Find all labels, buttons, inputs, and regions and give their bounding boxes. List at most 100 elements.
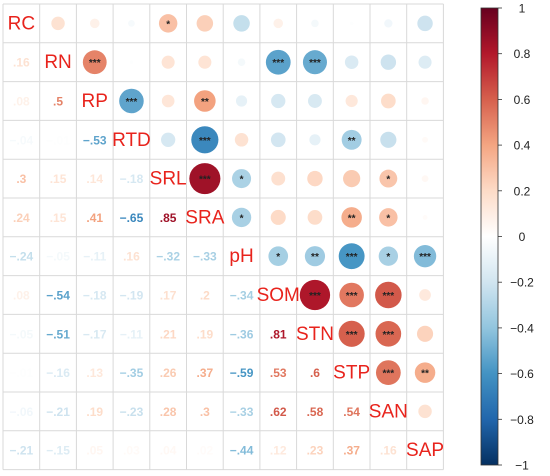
correlation-circle	[309, 134, 321, 146]
correlation-value: .19	[86, 405, 103, 419]
correlation-circle	[231, 207, 252, 228]
colorbar-tick-label: 0.4	[514, 139, 531, 153]
grid-lines	[2, 3, 444, 471]
significance-stars: ***	[89, 58, 101, 69]
correlation-circle	[191, 126, 219, 154]
correlation-value: −.32	[156, 250, 180, 264]
correlation-value: −.19	[120, 289, 144, 303]
significance-stars: **	[348, 136, 356, 147]
significance-stars: ***	[199, 175, 211, 186]
colorbar	[480, 7, 499, 466]
correlation-circle	[349, 21, 354, 26]
significance-stars: ***	[346, 252, 358, 263]
correlation-value: .02	[197, 444, 214, 458]
correlation-circle	[129, 60, 134, 64]
significance-stars: **	[421, 369, 429, 380]
colorbar-tick-label: −1	[515, 459, 529, 473]
correlation-value: −.17	[83, 327, 107, 341]
correlation-value: .5	[53, 95, 63, 109]
correlation-value: −.11	[83, 250, 106, 264]
correlation-circle	[189, 163, 221, 195]
correlation-value: −.53	[83, 133, 107, 147]
correlation-circle	[128, 20, 135, 27]
correlation-circle	[380, 54, 397, 70]
significance-stars: ***	[199, 136, 211, 147]
correlation-value: .12	[270, 444, 287, 458]
variable-label: STN	[296, 324, 334, 345]
correlation-circle	[302, 50, 327, 75]
correlation-value: .54	[343, 405, 360, 419]
correlation-value: .19	[197, 327, 214, 341]
significance-stars: *	[240, 175, 244, 186]
colorbar-tick-label: −0.6	[510, 367, 534, 381]
correlation-circle	[196, 15, 214, 32]
correlation-circle	[381, 93, 396, 109]
correlation-circle	[341, 129, 362, 150]
correlation-circle	[418, 404, 432, 419]
correlation-value: .28	[160, 405, 177, 419]
correlation-circle	[194, 90, 216, 112]
correlation-value: −.06	[9, 405, 33, 419]
correlation-circle	[158, 14, 178, 33]
correlation-value: .23	[307, 444, 324, 458]
correlation-value: .21	[160, 327, 177, 341]
significance-stars: ***	[346, 291, 358, 302]
variable-label: RN	[44, 52, 71, 73]
correlation-value: .81	[270, 327, 287, 341]
correlation-value: .05	[86, 444, 103, 458]
correlation-value: .2	[200, 289, 210, 303]
correlation-circle	[384, 19, 393, 28]
correlation-value: −.54	[46, 289, 70, 303]
correlation-value: −.59	[230, 366, 254, 380]
significance-stars: ***	[383, 330, 395, 341]
colorbar-tick-label: 1	[519, 2, 526, 16]
correlation-value: .58	[307, 405, 324, 419]
correlation-value: .17	[160, 289, 177, 303]
correlation-value: −.05	[46, 250, 70, 264]
variable-label: RC	[8, 13, 35, 34]
significance-stars: *	[240, 213, 244, 224]
correlation-value: .85	[160, 211, 177, 225]
significance-stars: ***	[419, 252, 431, 263]
correlation-value: −.16	[46, 366, 70, 380]
correlation-value: −.33	[193, 250, 217, 264]
correlation-circle	[237, 58, 246, 66]
correlation-value: −.24	[9, 250, 33, 264]
correlation-circle	[380, 131, 397, 148]
correlation-value: −.01	[9, 366, 33, 380]
correlation-circle	[419, 289, 431, 301]
correlation-value: .08	[13, 95, 30, 109]
correlation-circle	[379, 208, 398, 227]
correlation-value: −.35	[120, 366, 144, 380]
correlation-value: −.36	[230, 327, 254, 341]
correlation-value: .3	[200, 405, 210, 419]
correlation-circle	[273, 18, 284, 29]
variable-label: SAN	[369, 401, 408, 422]
correlation-circle	[307, 210, 323, 225]
colorbar-tick-label: 0	[519, 230, 526, 244]
correlation-circle	[378, 246, 399, 266]
correlation-circle	[413, 245, 437, 268]
correlation-circle	[338, 243, 365, 270]
correlation-value: .15	[50, 211, 67, 225]
correlation-value: −.01	[46, 133, 70, 147]
correlation-circle	[421, 97, 429, 105]
variable-label: pH	[229, 246, 253, 267]
correlation-value: −.15	[46, 444, 70, 458]
correlation-circle	[343, 170, 361, 188]
correlation-circle	[268, 246, 289, 267]
correlation-circle	[308, 94, 322, 108]
correlation-circle	[414, 362, 436, 383]
correlation-value: −.65	[120, 211, 144, 225]
variable-label: RTD	[112, 130, 151, 151]
correlation-circle	[375, 360, 401, 385]
significance-stars: **	[348, 213, 356, 224]
correlation-value: −.34	[230, 289, 254, 303]
significance-stars: ***	[383, 291, 395, 302]
colorbar-tick-label: −0.2	[510, 276, 534, 290]
correlation-circle	[270, 132, 286, 148]
colorbar-tick-label: −0.4	[510, 321, 534, 335]
significance-stars: ***	[126, 97, 138, 108]
correlation-circle	[265, 49, 291, 75]
correlation-value: .6	[310, 366, 320, 380]
